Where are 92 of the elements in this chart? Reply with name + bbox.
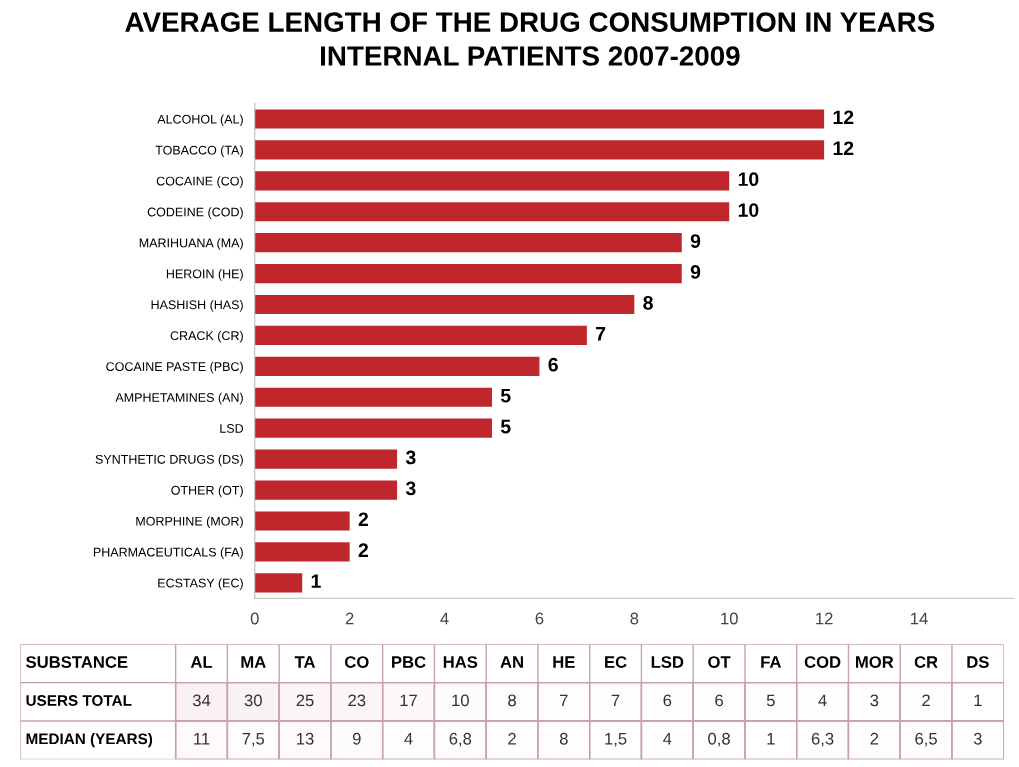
y-tick-label: ALCOHOL (AL) [157,114,243,127]
x-tick-label: AL [190,656,213,668]
data-label: 8 [643,295,653,310]
y-tick-label: HASHISH (HAS) [151,299,243,312]
y-tick-label: LSD [220,424,244,433]
data-label: 10 [738,172,759,187]
data-label: 9 [352,732,361,745]
y-tick-label: SYNTHETIC DRUGS (DS) [95,454,243,467]
data-label: 12 [833,141,854,155]
data-label: 3 [870,694,879,707]
data-label: 1 [311,574,321,588]
data-label: 13 [297,732,314,745]
y-tick-label: COCAINE PASTE (PBC) [106,361,243,374]
data-label: 1,5 [605,733,627,747]
y-tick-label: MEDIAN (YEARS) [26,733,153,748]
x-tick-label: MA [241,656,266,668]
x-tick-label: 10 [721,612,738,625]
y-tick-label: MARIHUANA (MA) [139,238,243,250]
y-tick-label: PHARMACEUTICALS (FA) [93,547,243,559]
data-label: 7 [560,694,568,707]
data-label: 10 [738,203,759,217]
data-label: 4 [663,733,672,745]
data-label: 11 [194,733,210,745]
data-label: 3 [973,732,982,745]
data-label: 6,5 [915,732,937,747]
x-tick-label: 8 [630,612,639,625]
data-label: 12 [833,110,854,125]
y-tick-label: AMPHETAMINES (AN) [115,392,243,405]
data-label: 7 [596,327,606,341]
data-label: 6 [663,694,672,707]
data-label: 2 [922,694,930,707]
y-tick-label: ECSTASY (EC) [158,578,243,590]
x-tick-label: 12 [816,612,833,625]
data-label: 6 [548,357,558,372]
data-label: 8 [559,732,568,745]
x-tick-label: TA [294,656,316,668]
y-tick-label: CODEINE (COD) [147,207,243,219]
data-label: 10 [452,694,469,707]
x-tick-label: LSD [651,656,684,668]
x-tick-label: EC [605,656,627,668]
x-tick-label: 0 [250,612,259,625]
data-label: 6,3 [811,732,834,747]
x-tick-label: 4 [440,612,449,625]
x-tick-label: MOR [856,656,894,668]
chart-title: AVERAGE LENGTH OF THE DRUG CONSUMPTION IN YEARS INTERNAL PATIENTS 2007-2009 [125,12,935,66]
y-tick-label: OTHER (OT) [171,485,243,498]
y-tick-label: CRACK (CR) [170,330,243,343]
data-label: 5 [500,419,511,434]
data-label: 17 [400,694,417,707]
y-tick-label: HEROIN (HE) [166,269,243,281]
x-tick-label: 2 [345,612,354,625]
data-label: 2 [358,512,369,526]
x-tick-label: 6 [535,612,544,625]
data-label: 0,8 [708,732,730,747]
x-tick-label: COD [804,656,841,668]
x-tick-label: DS [967,656,989,668]
x-tick-label: HE [553,656,575,668]
data-label: 30 [244,694,262,707]
text: SUBSTANCE [26,656,128,668]
data-label: 7,5 [242,733,265,747]
x-tick-label: 14 [911,612,928,625]
x-tick-label: OT [708,656,731,668]
x-tick-label: HAS [443,656,478,668]
data-label: 6 [715,694,723,707]
data-label: 2 [358,543,369,557]
y-tick-label: COCAINE (CO) [156,176,243,188]
data-label: 1 [974,694,982,707]
data-label: 2 [508,732,516,745]
data-label: 2 [870,732,879,745]
data-label: 23 [348,694,366,707]
data-label: 5 [500,388,511,403]
x-tick-label: AN [500,656,523,668]
x-tick-label: CO [344,656,369,668]
data-label: 9 [690,265,701,279]
data-label: 1 [767,733,775,745]
x-tick-label: PBC [392,656,426,668]
y-tick-label: USERS TOTAL [26,695,132,706]
data-label: 4 [818,694,827,707]
data-label: 4 [404,733,413,745]
x-tick-label: FA [761,656,782,668]
data-label: 8 [508,694,516,707]
data-label: 9 [690,234,701,248]
x-tick-label: CR [914,656,938,668]
y-tick-label: MORPHINE (MOR) [136,516,243,529]
y-tick-label: TOBACCO (TA) [155,145,243,158]
data-label: 3 [405,450,416,465]
data-label: 34 [192,694,211,707]
data-label: 5 [766,694,775,707]
data-label: 7 [611,694,620,707]
data-label: 6,8 [449,732,472,747]
data-label: 25 [296,694,314,707]
data-label: 3 [405,481,416,496]
